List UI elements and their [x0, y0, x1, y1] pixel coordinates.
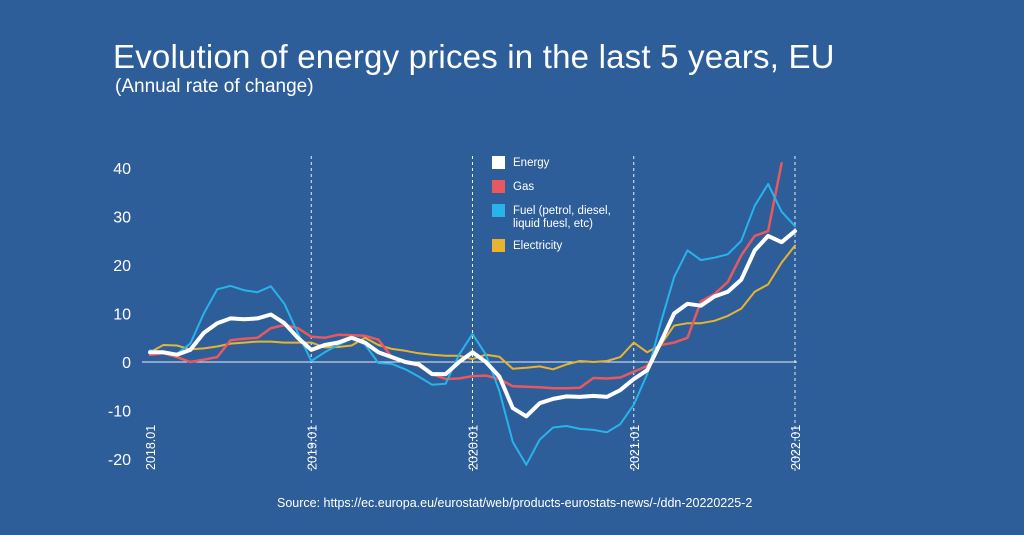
series-layer	[148, 161, 797, 466]
legend-swatch	[492, 239, 505, 252]
legend: Energy Gas Fuel (petrol, diesel, liquid fue…	[492, 156, 611, 252]
legend-swatch	[492, 180, 505, 193]
y-tick-labels: 40 30 20 10 0 -10 -20	[108, 161, 131, 469]
series-line-fuel	[149, 183, 796, 466]
grid-layer	[142, 156, 797, 472]
chart-title: Evolution of energy prices in the last 5…	[113, 38, 835, 75]
x-tick-label: 2019.01	[305, 425, 319, 470]
series-line-gas	[148, 161, 783, 390]
legend-swatch	[492, 156, 505, 169]
y-tick-label: 0	[122, 355, 131, 372]
legend-label: Energy	[513, 157, 550, 169]
legend-label: Electricity	[513, 240, 562, 252]
y-tick-label: -20	[108, 452, 131, 469]
x-tick-labels: 2018.01 2019.01 2020.01 2021.01 2022.01	[144, 425, 803, 470]
legend-label: Fuel (petrol, diesel, liquid fuesl, etc)	[513, 205, 611, 230]
x-tick-label: 2021.01	[628, 425, 642, 470]
y-tick-label: -10	[108, 404, 131, 421]
source-note: Source: https://ec.europa.eu/eurostat/we…	[277, 496, 753, 510]
y-tick-label: 40	[113, 161, 131, 178]
y-tick-label: 20	[113, 258, 131, 275]
legend-swatch	[492, 204, 505, 217]
chart-subtitle: (Annual rate of change)	[115, 76, 314, 97]
y-tick-label: 10	[113, 307, 131, 324]
legend-label: Gas	[513, 181, 534, 193]
x-tick-label: 2020.01	[467, 425, 481, 470]
x-tick-label: 2022.01	[789, 425, 803, 470]
series-line-energy	[148, 229, 797, 419]
y-tick-label: 30	[113, 210, 131, 227]
x-tick-label: 2018.01	[144, 425, 158, 470]
series-line-electricity	[149, 244, 796, 371]
